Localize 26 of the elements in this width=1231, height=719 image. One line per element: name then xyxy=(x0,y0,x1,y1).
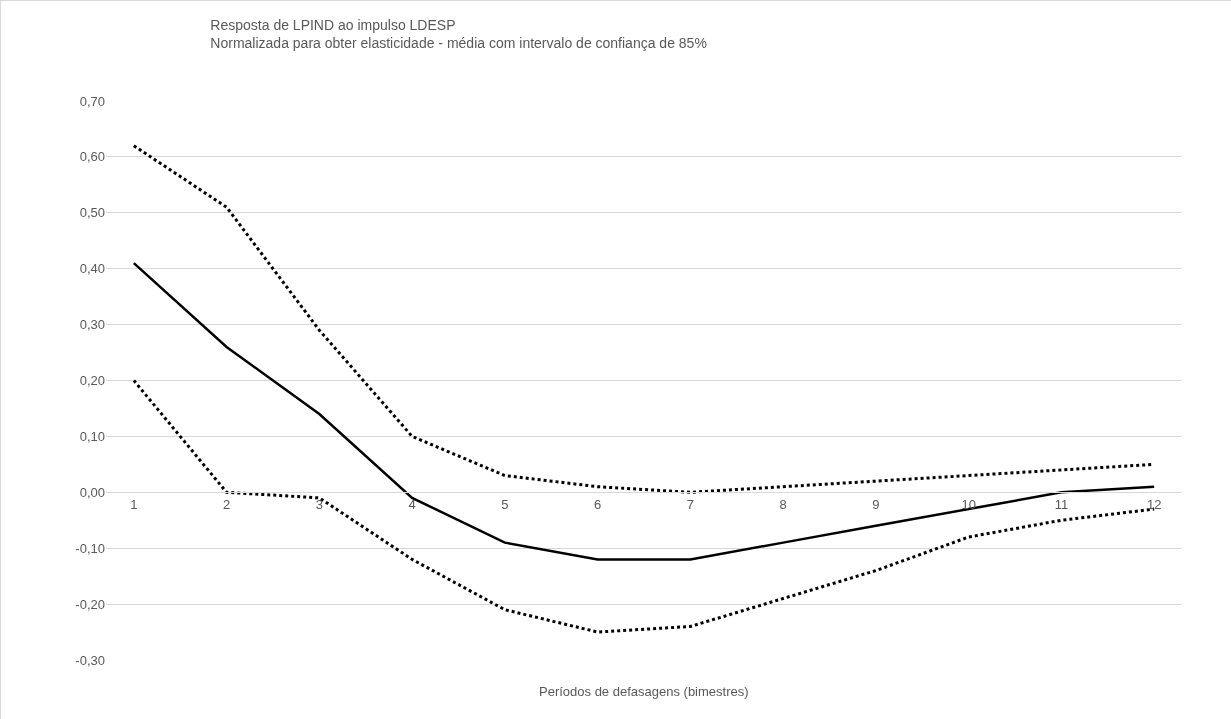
x-tick-label: 11 xyxy=(1054,496,1069,512)
y-tick-label: -0,10 xyxy=(75,540,105,556)
y-tick-label: -0,20 xyxy=(75,596,105,612)
x-tick-label: 4 xyxy=(408,496,416,512)
x-tick-label: 8 xyxy=(779,496,787,512)
x-tick-label: 12 xyxy=(1146,496,1162,512)
x-tick-label: 2 xyxy=(222,496,231,512)
y-tick-label: 0,10 xyxy=(79,428,105,444)
y-tick-label: 0,30 xyxy=(79,317,105,333)
y-tick-label: -0,30 xyxy=(75,652,105,668)
y-tick-label: 0,50 xyxy=(79,205,105,221)
x-tick-label: 5 xyxy=(501,496,509,512)
x-axis-title: Períodos de defasagens (bimestres) xyxy=(539,684,749,699)
chart-subtitle: Normalizada para obter elasticidade - média com intervalo de confiança de 85% xyxy=(210,34,707,51)
x-tick-label: 6 xyxy=(594,496,602,512)
y-tick-label: 0,00 xyxy=(79,484,105,500)
y-tick-label: 0,70 xyxy=(79,93,105,109)
chart-title: Resposta de LPIND ao impulso LDESP xyxy=(210,16,456,33)
y-tick-label: 0,60 xyxy=(79,149,105,165)
x-tick-label: 9 xyxy=(872,496,880,512)
y-tick-label: 0,20 xyxy=(79,373,105,389)
x-tick-label: 1 xyxy=(130,496,138,512)
x-tick-label: 10 xyxy=(961,496,976,512)
x-tick-label: 3 xyxy=(315,496,323,512)
y-tick-label: 0,40 xyxy=(79,261,105,277)
x-tick-label: 7 xyxy=(686,496,694,512)
